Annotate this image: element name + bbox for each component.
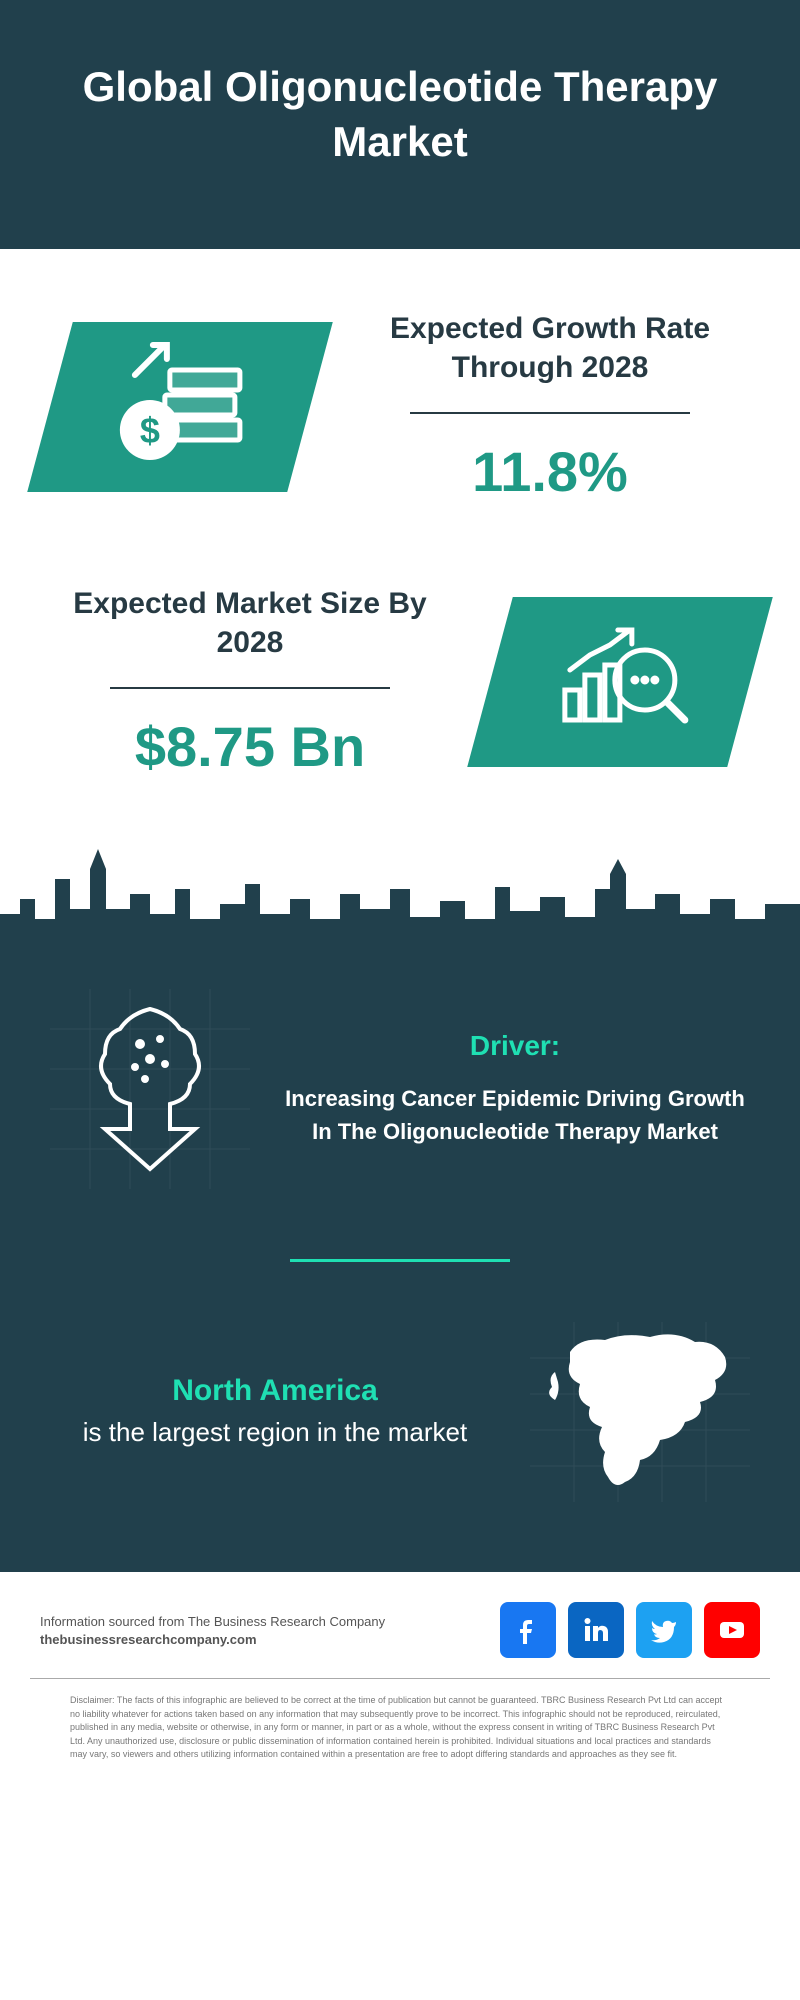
header-banner: Global Oligonucleotide Therapy Market (0, 0, 800, 249)
growth-value: 11.8% (350, 439, 750, 504)
source-line: Information sourced from The Business Re… (40, 1614, 385, 1629)
dark-info-section: Driver: Increasing Cancer Epidemic Drivi… (0, 839, 800, 1572)
youtube-icon[interactable] (704, 1602, 760, 1658)
market-icon-box (467, 597, 773, 767)
region-block: North America is the largest region in t… (0, 1302, 800, 1522)
north-america-map-icon (530, 1322, 750, 1502)
growth-label: Expected Growth Rate Through 2028 (350, 309, 750, 387)
growth-stat: Expected Growth Rate Through 2028 11.8% (350, 309, 750, 504)
facebook-icon[interactable] (500, 1602, 556, 1658)
skyline-graphic (0, 839, 800, 959)
company-url: thebusinessresearchcompany.com (40, 1632, 385, 1647)
growth-icon-box: $ (27, 322, 333, 492)
growth-section: $ Expected Growth Rate Through 2028 11.8… (0, 249, 800, 544)
driver-description: Increasing Cancer Epidemic Driving Growt… (280, 1082, 750, 1148)
market-section: Expected Market Size By 2028 $8.75 Bn (0, 544, 800, 839)
market-value: $8.75 Bn (50, 714, 450, 779)
region-description: is the largest region in the market (50, 1414, 500, 1450)
page-title: Global Oligonucleotide Therapy Market (40, 60, 760, 169)
market-stat: Expected Market Size By 2028 $8.75 Bn (50, 584, 450, 779)
twitter-icon[interactable] (636, 1602, 692, 1658)
source-text: Information sourced from The Business Re… (40, 1614, 385, 1647)
region-name: North America (50, 1374, 500, 1408)
driver-block: Driver: Increasing Cancer Epidemic Drivi… (0, 959, 800, 1219)
region-divider (290, 1259, 510, 1262)
money-growth-icon: $ (105, 339, 255, 474)
driver-text: Driver: Increasing Cancer Epidemic Drivi… (280, 1030, 750, 1148)
driver-label: Driver: (280, 1030, 750, 1062)
divider (110, 687, 390, 689)
svg-text:$: $ (140, 409, 160, 450)
market-analysis-icon (545, 614, 695, 749)
region-text: North America is the largest region in t… (50, 1374, 500, 1450)
cell-arrow-icon (50, 989, 250, 1189)
social-icons (500, 1602, 760, 1658)
linkedin-icon[interactable] (568, 1602, 624, 1658)
market-label: Expected Market Size By 2028 (50, 584, 450, 662)
divider (410, 412, 690, 414)
footer-source: Information sourced from The Business Re… (0, 1572, 800, 1678)
disclaimer-text: Disclaimer: The facts of this infographi… (30, 1678, 770, 1802)
